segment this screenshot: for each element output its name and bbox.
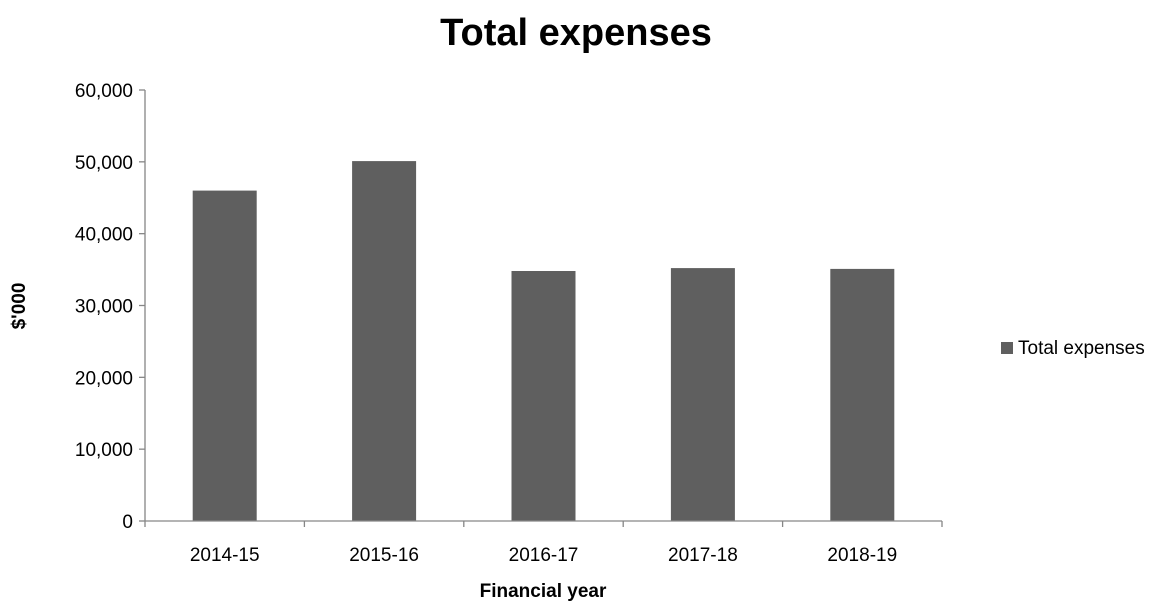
y-axis-title: $'000 [9,283,30,330]
y-tick-label: 0 [122,512,133,533]
y-tick-label: 30,000 [75,297,133,318]
bar-2017-18 [670,268,735,521]
y-tick-label: 10,000 [75,440,133,461]
y-axis-ticks: 0 10,000 20,000 30,000 40,000 50,000 60,000 [75,81,145,533]
x-axis-ticks: 2014-15 2015-16 2016-17 2017-18 2018-19 [144,521,943,566]
bar-2018-19 [830,268,895,521]
x-axis-title: Financial year [480,581,607,602]
x-tick-label: 2014-15 [190,545,260,566]
legend-label: Total expenses [1018,338,1145,359]
y-tick-label: 40,000 [75,225,133,246]
x-tick-label: 2016-17 [509,545,579,566]
bar-2014-15 [192,190,257,521]
legend-swatch [1001,342,1013,354]
y-tick-label: 50,000 [75,153,133,174]
x-tick-label: 2018-19 [827,545,897,566]
bar-2015-16 [352,161,417,521]
plot-area: 0 10,000 20,000 30,000 40,000 50,000 60,000 20… [75,81,943,566]
legend: Total expenses [1001,338,1145,359]
y-tick-label: 60,000 [75,81,133,102]
x-tick-label: 2015-16 [349,545,419,566]
bar-2016-17 [511,271,576,521]
chart-title: Total expenses [440,12,712,54]
x-tick-label: 2017-18 [668,545,738,566]
y-tick-label: 20,000 [75,368,133,389]
bars [192,161,895,521]
